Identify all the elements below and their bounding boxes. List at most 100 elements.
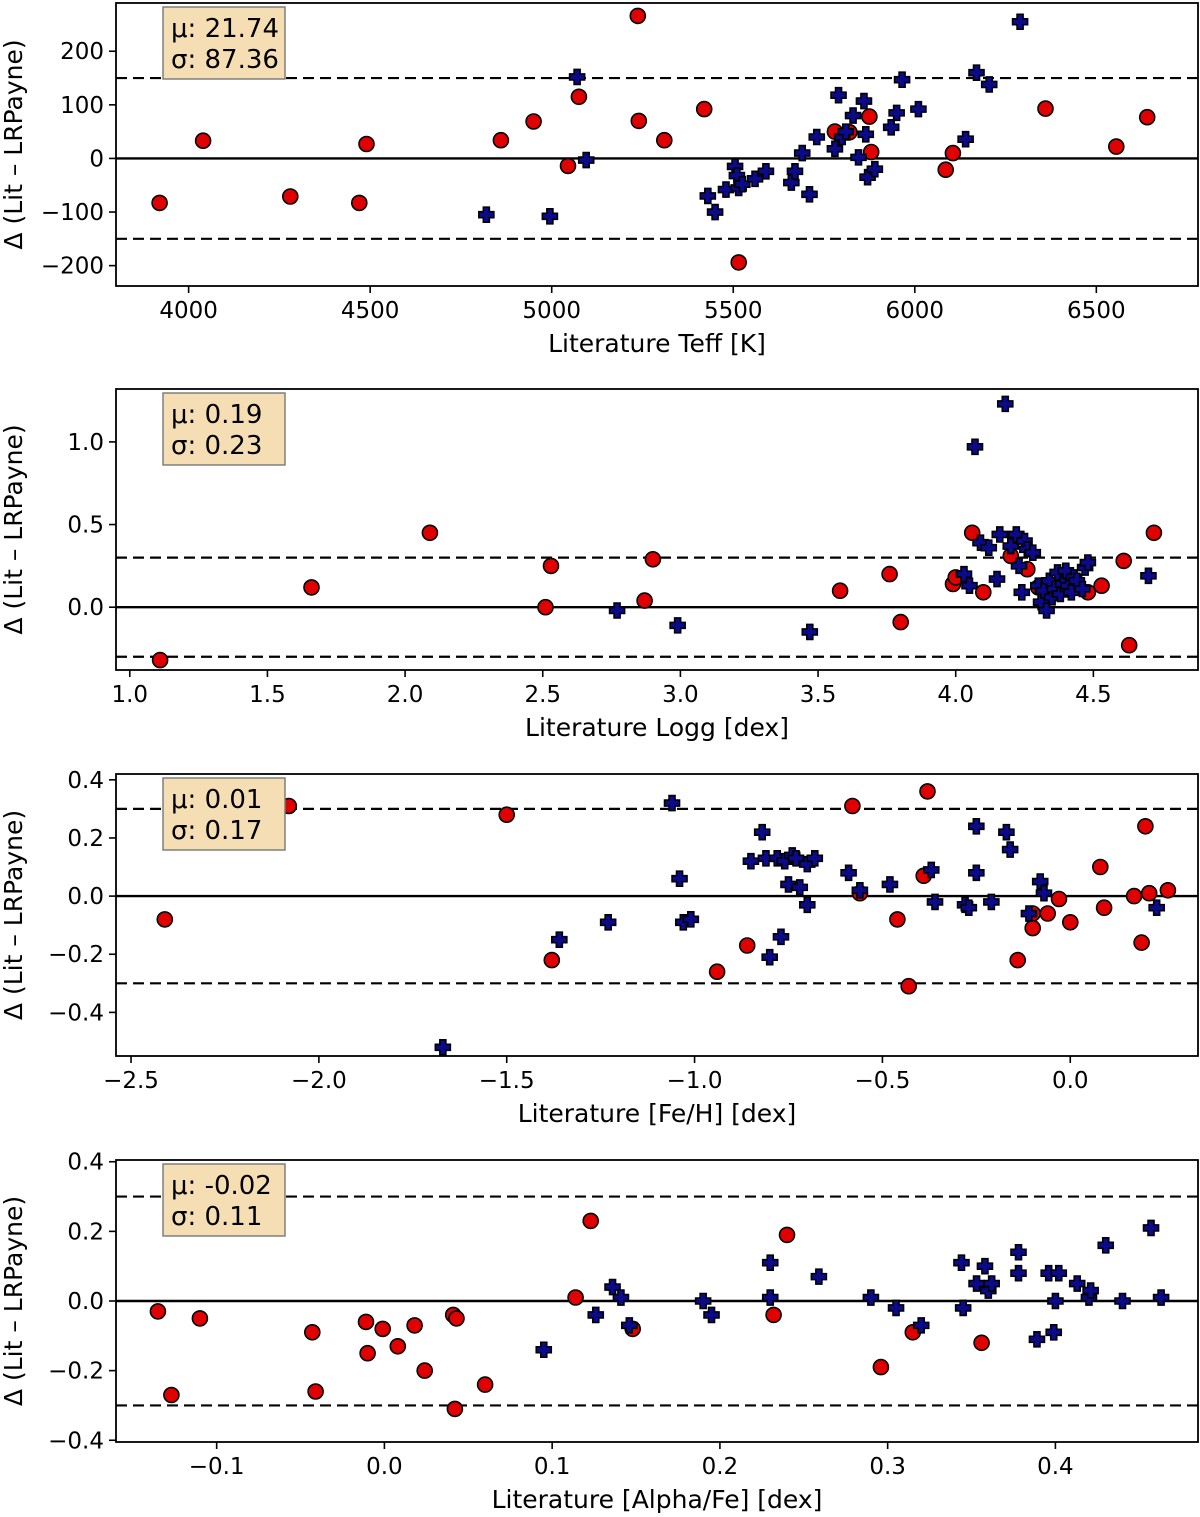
data-point-cross <box>922 861 940 879</box>
data-point-circle <box>374 1320 392 1338</box>
data-point-circle <box>476 1376 494 1393</box>
data-point-cross <box>599 913 617 931</box>
data-point-cross <box>857 126 875 143</box>
data-point-cross <box>791 879 809 896</box>
data-point-circle <box>156 911 174 928</box>
data-point-cross <box>976 1257 994 1275</box>
data-point-cross <box>1082 1282 1099 1299</box>
data-point-cross <box>682 911 700 928</box>
stats-mean: μ: 0.01 <box>171 785 262 815</box>
data-point-circle <box>1037 100 1054 117</box>
data-point-cross <box>881 876 899 893</box>
panel-3: −2.5 −2.0 −1.5 −1.0 −0.5 0.0 −0.4 −0.2 0.0 0.2 0.4… <box>0 768 1199 1128</box>
data-point-cross <box>757 162 775 180</box>
data-point-circle <box>281 188 299 205</box>
data-point-cross <box>1074 580 1091 598</box>
data-point-circle <box>446 1400 464 1418</box>
plot-frame <box>115 773 1199 1057</box>
data-point-circle <box>1137 817 1154 835</box>
data-point-circle <box>1093 577 1110 595</box>
data-point-circle <box>708 963 726 981</box>
data-point-cross <box>694 1292 712 1310</box>
data-point-circle <box>1009 951 1027 969</box>
data-point-circle <box>1140 884 1158 902</box>
y-tick-label: 1.0 <box>67 430 104 456</box>
data-point-cross <box>669 617 686 634</box>
data-point-circle <box>582 1212 600 1230</box>
x-tick-label: 0.4 <box>1037 1454 1074 1480</box>
data-point-cross <box>798 896 816 914</box>
y-tick-label: −0.4 <box>48 1000 104 1026</box>
y-tick-label: −200 <box>41 254 104 280</box>
data-point-cross <box>1011 13 1029 31</box>
data-point-circle <box>738 937 756 954</box>
data-point-cross <box>772 928 790 946</box>
x-axis-label: Literature [Alpha/Fe] [dex] <box>492 1485 823 1514</box>
stats-box <box>162 392 286 466</box>
data-point-cross <box>966 438 984 456</box>
data-point-cross <box>1028 1331 1046 1348</box>
data-point-cross <box>746 170 764 188</box>
y-tick-label: 0.4 <box>67 768 104 794</box>
data-point-circle <box>151 651 169 669</box>
x-tick-label: 6500 <box>1067 298 1126 324</box>
data-point-circle <box>889 911 906 928</box>
data-point-circle <box>1115 552 1132 570</box>
x-axis-label: Literature [Fe/H] [dex] <box>518 1099 797 1128</box>
data-point-cross <box>608 602 626 619</box>
x-tick-label: −2.0 <box>291 1068 347 1094</box>
data-point-circle <box>919 783 936 800</box>
data-point-cross <box>761 1289 779 1306</box>
panel-1: 4000 4500 5000 5500 6000 6500 −200 −100 0 100 200 L… <box>0 2 1199 358</box>
data-point-cross <box>612 1289 630 1306</box>
data-point-circle <box>1050 890 1068 908</box>
data-point-circle <box>389 1338 407 1355</box>
data-point-cross <box>1142 1219 1160 1237</box>
data-point-circle <box>567 1289 584 1306</box>
data-point-circle <box>350 194 368 212</box>
data-point-cross <box>568 68 586 86</box>
data-point-cross <box>1024 544 1042 561</box>
data-point-cross <box>1010 1243 1027 1261</box>
data-point-cross <box>988 570 1006 588</box>
data-point-cross <box>621 1317 638 1334</box>
x-axis-label: Literature Teff [K] <box>548 329 766 358</box>
data-point-circle <box>1024 919 1041 937</box>
data-point-cross <box>996 395 1014 413</box>
data-point-cross <box>780 876 797 893</box>
data-point-cross <box>968 818 985 835</box>
data-point-cross <box>991 526 1009 543</box>
data-point-circle <box>765 1306 782 1324</box>
x-tick-label: 2.5 <box>524 682 561 708</box>
points <box>156 783 1177 1056</box>
data-point-circle <box>844 797 861 815</box>
x-tick-label: 4500 <box>341 298 400 324</box>
plot-frame <box>115 2 1199 287</box>
y-tick-label: 0.2 <box>67 826 104 852</box>
data-point-cross <box>541 208 559 225</box>
data-point-cross <box>577 151 595 169</box>
data-point-cross <box>703 1306 720 1324</box>
y-tick-label: 0.0 <box>67 884 104 910</box>
data-point-circle <box>1145 524 1163 542</box>
data-point-cross <box>1035 884 1053 902</box>
data-point-circle <box>730 254 748 271</box>
data-point-cross <box>957 130 974 148</box>
data-point-cross <box>1050 1264 1068 1282</box>
data-point-circle <box>303 579 320 596</box>
data-point-circle <box>1092 858 1109 876</box>
y-tick-label: 200 <box>60 39 104 65</box>
points <box>151 7 1156 271</box>
data-point-circle <box>416 1362 434 1379</box>
data-point-cross <box>844 107 862 124</box>
data-point-cross <box>808 128 826 146</box>
data-point-circle <box>974 583 992 601</box>
x-tick-label: −1.5 <box>479 1068 535 1094</box>
data-point-circle <box>525 113 542 130</box>
data-point-cross <box>850 149 867 166</box>
data-point-cross <box>910 100 927 118</box>
x-tick-label: 5500 <box>704 298 763 324</box>
data-point-cross <box>953 1254 970 1271</box>
data-point-cross <box>761 1254 779 1271</box>
data-point-cross <box>663 794 681 812</box>
